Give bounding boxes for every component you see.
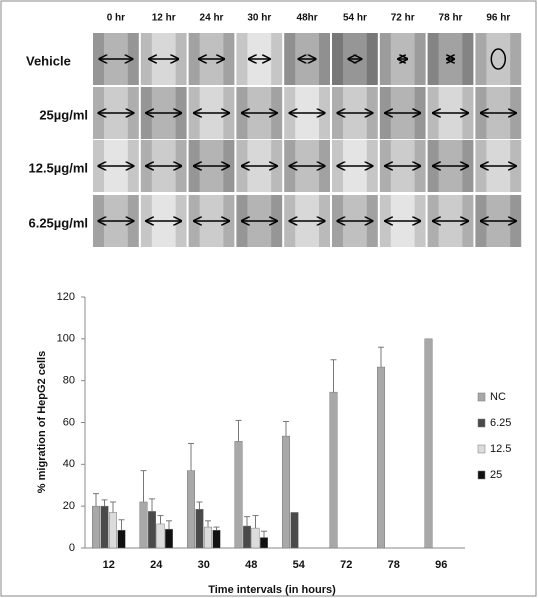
x-axis-label: Time intervals (in hours)	[208, 584, 336, 596]
bar	[156, 523, 165, 549]
legend-label: 12.5	[490, 443, 511, 455]
row-label: 12.5µg/ml	[28, 160, 88, 175]
y-tick-label: 20	[63, 500, 75, 512]
x-tick-label: 48	[245, 559, 257, 571]
bar	[204, 526, 212, 549]
circle-mark	[490, 48, 507, 70]
y-axis-label: % migration of HepG2 cells	[36, 351, 48, 493]
column-header: 30 hr	[247, 13, 271, 24]
column-header: 12 hr	[152, 13, 176, 24]
bar	[139, 501, 148, 549]
x-tick-label: 24	[150, 559, 163, 571]
legend-swatch	[477, 444, 486, 454]
y-tick-label: 40	[63, 458, 75, 470]
bar	[243, 525, 251, 549]
x-tick-label: 30	[198, 559, 210, 571]
y-tick-label: 80	[63, 375, 75, 387]
legend-label: 6.25	[490, 417, 511, 429]
column-header: 48hr	[297, 13, 318, 24]
x-tick-label: 78	[388, 559, 400, 571]
column-header: 54 hr	[343, 13, 367, 24]
bar	[377, 366, 385, 549]
bar	[195, 509, 204, 549]
row-label: Vehicle	[26, 53, 71, 68]
row-label: 25µg/ml	[39, 107, 88, 122]
bar	[117, 529, 126, 549]
bar	[282, 435, 290, 549]
x-tick-label: 72	[340, 559, 352, 571]
x-tick-label: 12	[103, 559, 115, 571]
y-tick-label: 100	[57, 333, 75, 345]
column-header: 96 hr	[486, 13, 510, 24]
bar	[92, 505, 100, 549]
column-header: 0 hr	[107, 13, 125, 24]
bar	[260, 537, 268, 549]
legend-label: 25	[490, 469, 502, 481]
bar	[290, 512, 299, 549]
y-tick-label: 60	[63, 416, 75, 428]
bar	[251, 527, 260, 549]
bar	[187, 470, 195, 549]
wound-gap	[486, 33, 511, 85]
bar	[100, 505, 109, 549]
bar	[329, 391, 338, 549]
bar	[165, 528, 173, 549]
x-tick-label: 96	[435, 559, 447, 571]
y-tick-label: 0	[69, 542, 75, 554]
y-tick-label: 120	[57, 291, 75, 303]
bar	[109, 512, 117, 549]
bar	[424, 338, 433, 549]
legend-swatch	[477, 470, 486, 480]
bar	[148, 511, 156, 549]
bar	[234, 441, 243, 549]
column-header: 78 hr	[439, 13, 463, 24]
column-header: 24 hr	[200, 13, 224, 24]
column-header: 72 hr	[391, 13, 415, 24]
row-label: 6.25µg/ml	[28, 215, 88, 230]
legend-swatch	[477, 418, 486, 428]
bar	[212, 529, 221, 549]
legend-swatch	[477, 392, 486, 402]
legend-label: NC	[490, 391, 506, 403]
x-tick-label: 54	[293, 559, 306, 571]
